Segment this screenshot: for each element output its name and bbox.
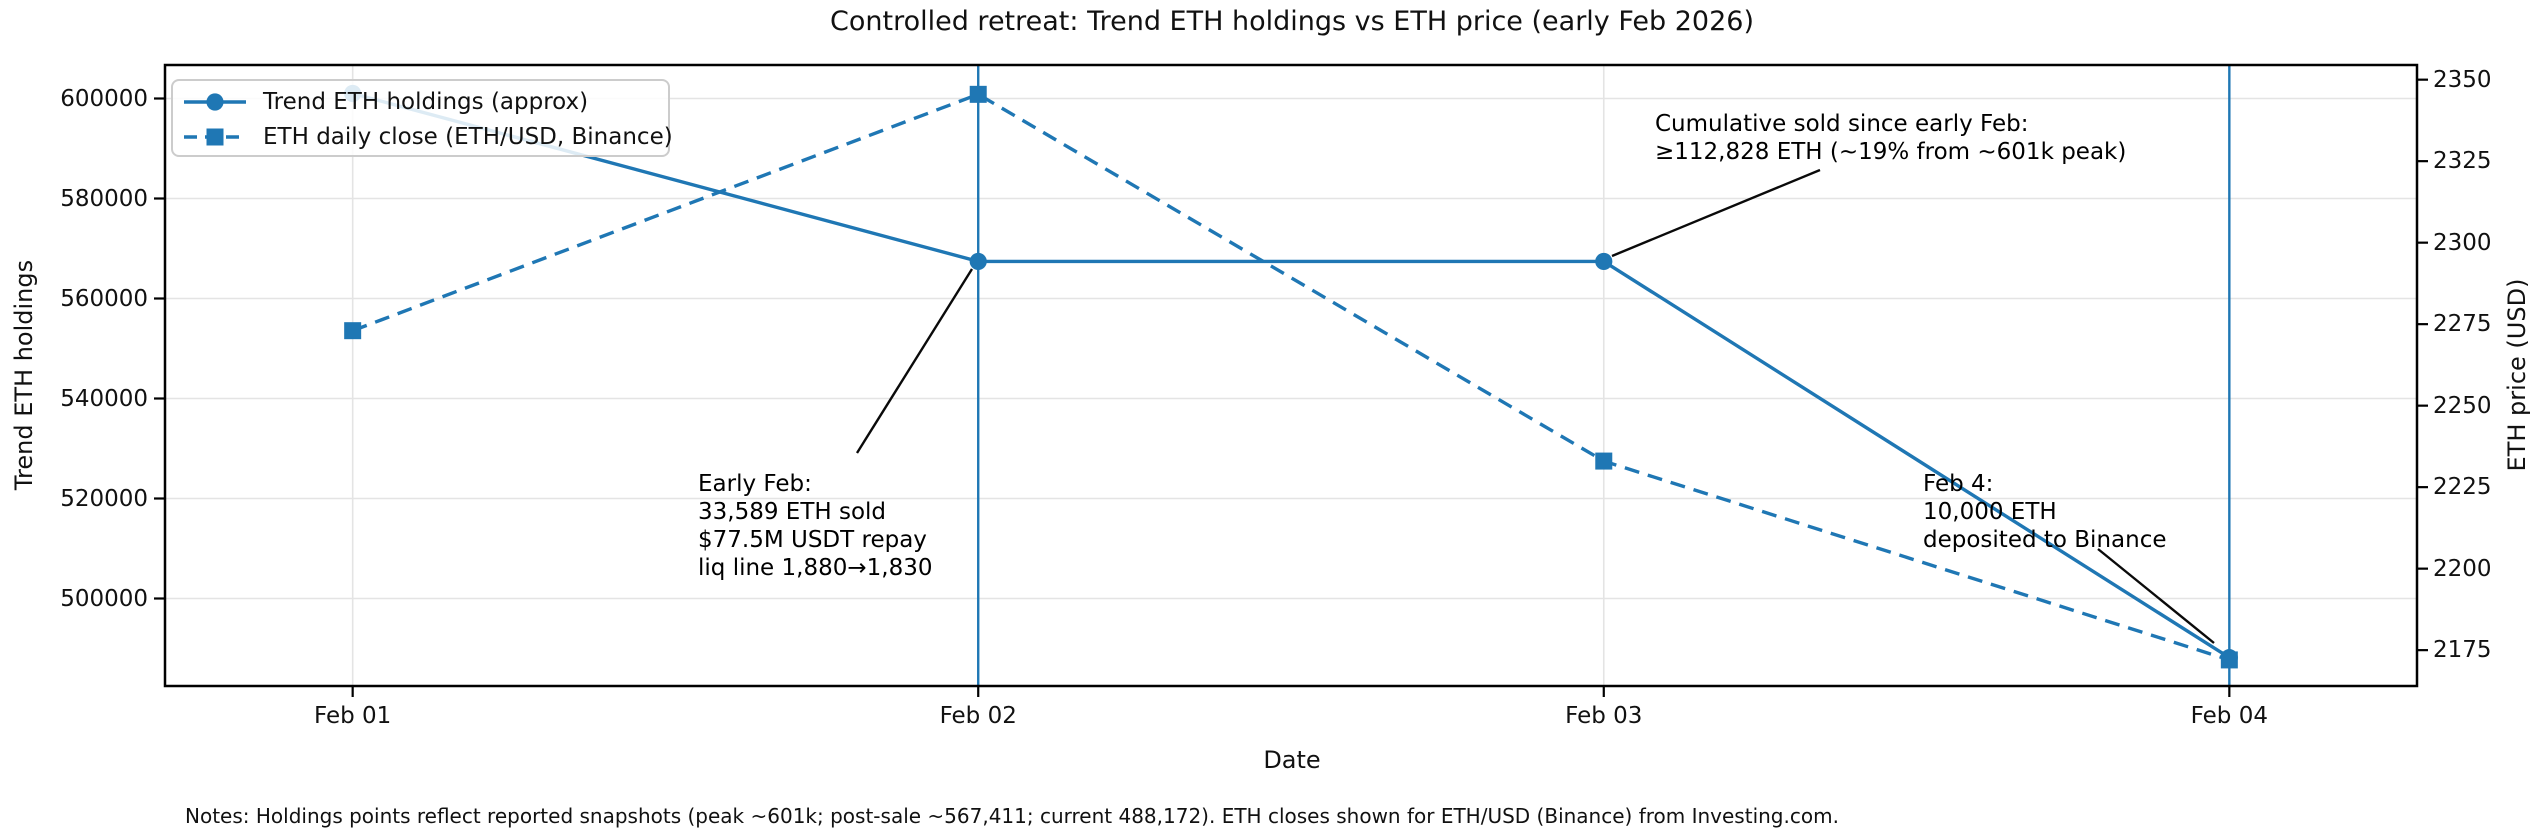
x-tick-label: Feb 02	[939, 703, 1017, 729]
x-tick-label: Feb 03	[1565, 703, 1643, 729]
annotation-feb4-deposit: Feb 4: 10,000 ETH deposited to Binance	[1923, 471, 2167, 553]
left-tick-label: 540000	[60, 385, 148, 412]
x-tick-label: Feb 01	[314, 703, 392, 729]
annotation-cumulative-sold: Cumulative sold since early Feb: ≥112,82…	[1655, 111, 2127, 165]
right-tick-label: 2175	[2433, 637, 2492, 664]
right-tick-label: 2225	[2433, 474, 2492, 501]
legend-sample-dashed-square	[184, 128, 246, 145]
right-tick-label: 2300	[2433, 229, 2492, 256]
left-tick-label: 600000	[60, 85, 148, 112]
legend-label: Trend ETH holdings (approx)	[263, 88, 589, 115]
right-tick-label: 2275	[2433, 311, 2492, 338]
right-tick-label: 2250	[2433, 392, 2492, 419]
chart-title: Controlled retreat: Trend ETH holdings v…	[830, 6, 1754, 37]
annotation-leader-feb4-deposit	[2097, 548, 2215, 644]
axes-spines	[163, 63, 2419, 688]
legend-item-price: ETH daily close (ETH/USD, Binance)	[183, 119, 673, 154]
annotation-early-feb-sale: Early Feb: 33,589 ETH sold $77.5M USDT r…	[698, 471, 933, 581]
x-tick-label: Feb 04	[2190, 703, 2268, 729]
right-tick-label: 2325	[2433, 148, 2492, 175]
left-tick-label: 580000	[60, 185, 148, 212]
square-marker-icon	[206, 128, 224, 145]
left-tick-label: 500000	[60, 585, 148, 612]
legend: Trend ETH holdings (approx) ETH daily clo…	[171, 79, 673, 157]
right-tick-label: 2200	[2433, 555, 2492, 582]
legend-sample-solid-circle	[184, 92, 246, 111]
left-tick-label: 520000	[60, 485, 148, 512]
annotation-leader-cumulative-sold	[1611, 168, 1821, 258]
data-point-right-2	[1595, 452, 1613, 470]
data-point-right-1	[969, 85, 987, 103]
left-tick-label: 560000	[60, 285, 148, 312]
data-point-right-0	[344, 322, 362, 340]
legend-label: ETH daily close (ETH/USD, Binance)	[263, 123, 673, 150]
series-line-price	[352, 92, 2230, 662]
right-tick-label: 2350	[2433, 66, 2492, 93]
series-line-holdings	[352, 91, 2231, 660]
legend-item-holdings: Trend ETH holdings (approx)	[183, 84, 658, 119]
x-axis-label: Date	[1263, 746, 1321, 774]
notes-text: Notes: Holdings points reflect reported …	[185, 804, 1839, 828]
annotation-leader-early-feb-sale	[855, 268, 974, 454]
data-point-right-3	[2220, 651, 2238, 669]
data-point-left-2	[1595, 252, 1613, 271]
right-axis-label: ETH price (USD)	[2503, 278, 2531, 472]
circle-marker-icon	[206, 92, 224, 111]
data-point-left-1	[969, 252, 987, 271]
